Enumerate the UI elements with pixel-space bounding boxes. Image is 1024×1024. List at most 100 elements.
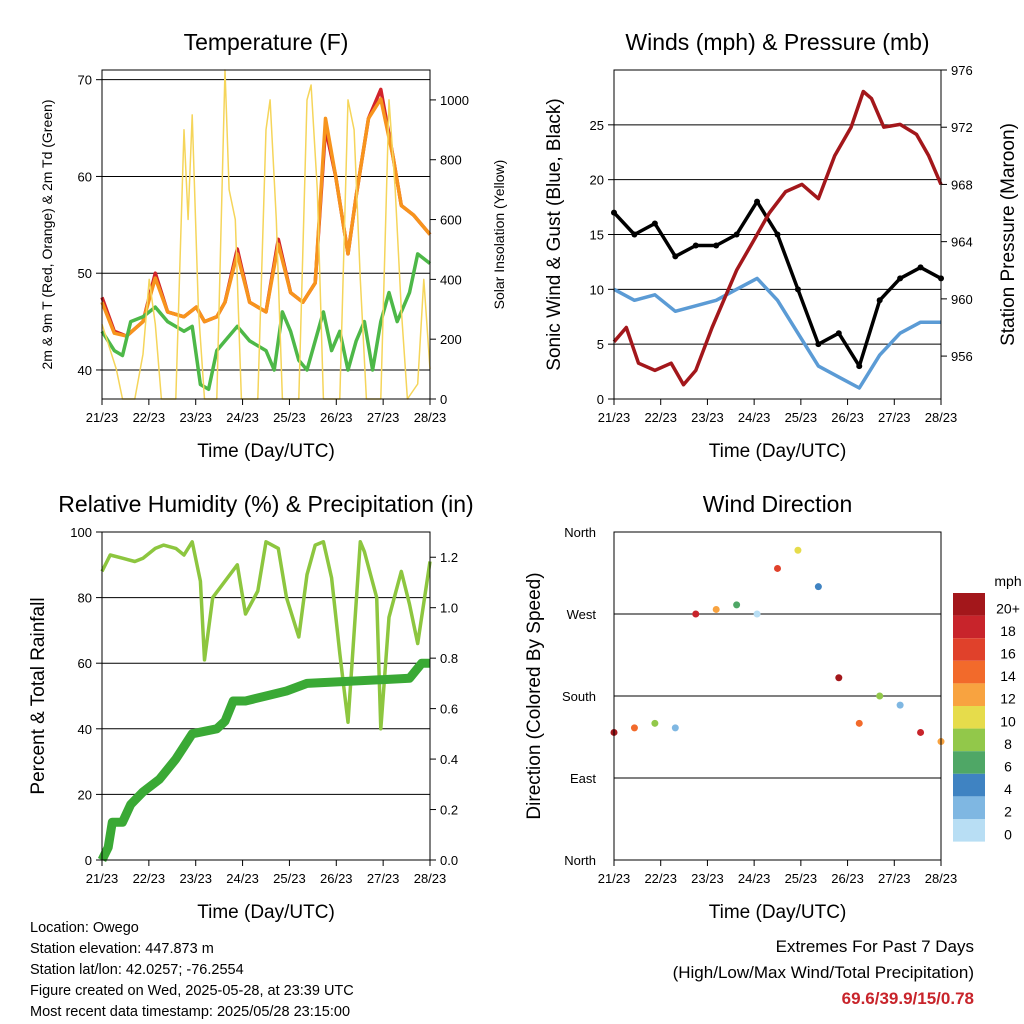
y-tick-label: West [567, 607, 597, 622]
gust-point [651, 220, 658, 227]
x-tick-label: 21/23 [86, 871, 119, 886]
x-tick-label: 24/23 [226, 410, 259, 425]
gust-point [794, 286, 801, 293]
colorbar-swatch [953, 751, 985, 774]
station-info: Location: Owego Station elevation: 447.8… [30, 918, 354, 1023]
x-tick-label: 24/23 [738, 871, 771, 886]
data-point [712, 605, 720, 613]
x-tick-label: 26/23 [831, 871, 864, 886]
data-point [835, 674, 843, 682]
colorbar-label: 8 [1004, 736, 1012, 752]
gust-point [917, 264, 924, 271]
gust-point [774, 231, 781, 238]
y2-tick-label: 1.2 [440, 550, 458, 565]
y-tick-label: 0 [597, 392, 604, 407]
chart-title: Wind Direction [703, 491, 853, 517]
elevation-text: Station elevation: 447.873 m [30, 941, 214, 957]
location-text: Location: Owego [30, 920, 139, 936]
x-tick-label: 22/23 [644, 871, 677, 886]
y-tick-label: 60 [78, 169, 92, 184]
x-tick-label: 28/23 [925, 871, 958, 886]
y-tick-label: 60 [78, 656, 92, 671]
y2-tick-label: 972 [951, 120, 973, 135]
plot-frame [101, 69, 431, 400]
y2-tick-label: 0.2 [440, 803, 458, 818]
colorbar-swatch [953, 773, 985, 797]
y2-tick-label: 0 [440, 392, 447, 407]
y2-tick-label: 0.0 [440, 853, 458, 868]
extremes-subtitle: (High/Low/Max Wind/Total Precipitation) [672, 963, 974, 982]
y-axis-label: 2m & 9m T (Red, Orange) & 2m Td (Green) [39, 100, 55, 370]
x-axis-label: Time (Day/UTC) [709, 902, 847, 923]
x-tick-label: 26/23 [320, 871, 353, 886]
gust-point [754, 198, 761, 205]
colorbar-label: 0 [1004, 826, 1012, 842]
y-tick-label: 80 [78, 591, 92, 606]
y-axis-label: Sonic Wind & Gust (Blue, Black) [544, 98, 565, 370]
x-axis-label: Time (Day/UTC) [709, 441, 847, 462]
gust-point [631, 231, 638, 238]
gust-point [733, 231, 740, 238]
y2-axis-label: Solar Insolation (Yellow) [491, 160, 507, 310]
data-point [692, 610, 700, 618]
data-point [630, 724, 638, 732]
colorbar-swatch [953, 728, 985, 752]
y-tick-label: 10 [590, 282, 604, 297]
colorbar-swatch [953, 819, 985, 842]
x-tick-label: 28/23 [925, 410, 958, 425]
x-tick-label: 27/23 [367, 871, 400, 886]
data-point [733, 601, 741, 609]
x-tick-label: 24/23 [226, 871, 259, 886]
series-line [97, 658, 430, 862]
series-line [613, 276, 941, 390]
colorbar-unit: mph [994, 573, 1021, 589]
y2-tick-label: 1000 [440, 93, 469, 108]
x-tick-label: 28/23 [414, 410, 447, 425]
gust-point [835, 330, 842, 337]
y-tick-label: East [570, 771, 596, 786]
colorbar-label: 12 [1000, 691, 1016, 707]
plot-frame [613, 531, 942, 861]
colorbar-swatch [953, 706, 985, 729]
series-line [100, 540, 432, 731]
x-tick-label: 22/23 [133, 410, 166, 425]
created-text: Figure created on Wed, 2025-05-28, at 23… [30, 983, 354, 999]
y-tick-label: 40 [78, 722, 92, 737]
colorbar-label: 20+ [996, 600, 1020, 616]
x-tick-label: 21/23 [598, 871, 631, 886]
x-tick-label: 25/23 [273, 410, 306, 425]
y-tick-label: 50 [78, 266, 92, 281]
y2-tick-label: 600 [440, 213, 462, 228]
data-point [876, 692, 884, 700]
y-tick-label: 100 [70, 525, 92, 540]
colorbar-label: 16 [1000, 646, 1016, 662]
data-point [896, 701, 904, 709]
series-line [100, 97, 432, 338]
y-tick-label: North [564, 853, 596, 868]
colorbar-label: 6 [1004, 759, 1012, 775]
y2-tick-label: 0.8 [440, 651, 458, 666]
y-tick-label: 20 [590, 173, 604, 188]
y2-tick-label: 964 [951, 235, 973, 250]
y2-tick-label: 0.4 [440, 752, 458, 767]
x-tick-label: 21/23 [598, 410, 631, 425]
x-axis-label: Time (Day/UTC) [197, 441, 335, 462]
gust-point [856, 363, 863, 370]
data-point [917, 728, 925, 736]
x-tick-label: 23/23 [691, 871, 724, 886]
x-axis-label: Time (Day/UTC) [197, 902, 335, 923]
x-tick-label: 27/23 [878, 410, 911, 425]
x-tick-label: 22/23 [133, 871, 166, 886]
plot-frame [101, 531, 431, 861]
x-tick-label: 26/23 [320, 410, 353, 425]
y-tick-label: 15 [590, 228, 604, 243]
colorbar-swatch [953, 660, 985, 684]
series-line [100, 252, 432, 392]
data-point [671, 724, 679, 732]
timestamp-text: Most recent data timestamp: 2025/05/28 2… [30, 1004, 351, 1020]
y-tick-label: 40 [78, 363, 92, 378]
y-axis-label: Percent & Total Rainfall [28, 597, 49, 794]
y2-tick-label: 200 [440, 332, 462, 347]
gust-point [815, 341, 822, 348]
gust-point [897, 275, 904, 282]
